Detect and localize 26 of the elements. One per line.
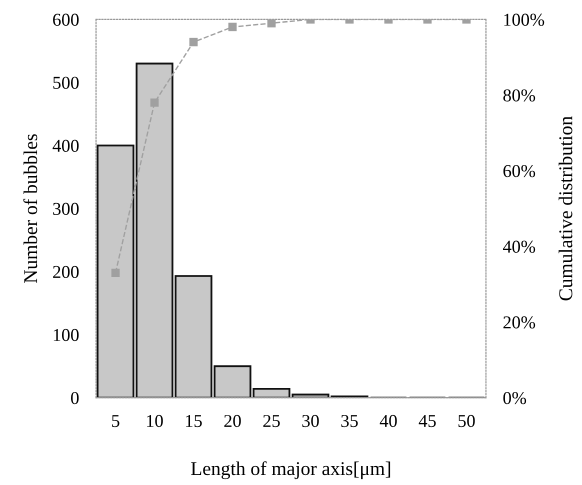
x-tick-label: 30 [302, 414, 319, 428]
x-tick-label: 5 [112, 415, 120, 428]
y-tick-label: 500 [53, 76, 79, 89]
y2-axis-title: Cumulative distribution [558, 116, 572, 300]
x-axis-title: Length of major axis[μm] [191, 461, 390, 480]
x-tick-label: 35 [341, 414, 358, 428]
y2-tick-label: 60% [503, 164, 536, 178]
y2-tick-label: 20% [503, 316, 536, 329]
y-tick-label: 200 [53, 266, 79, 278]
y2-tick-label: 40% [502, 240, 536, 253]
x-tick-label: 45 [418, 415, 436, 428]
x-tick-label: 20 [224, 414, 241, 428]
x-tick-label: 25 [263, 414, 280, 428]
y-tick-label: 100 [54, 328, 79, 342]
y2-tick-label: 0% [503, 392, 526, 404]
y2-tick-label: 100% [504, 14, 544, 26]
x-tick-label: 50 [458, 414, 475, 428]
y2-tick-label: 80% [503, 89, 536, 102]
y-tick-label: 400 [52, 140, 79, 152]
y-tick-label: 600 [53, 14, 79, 26]
y-tick-label: 300 [53, 202, 79, 215]
x-tick-label: 40 [380, 414, 397, 428]
y-axis-title: Number of bubbles [23, 134, 38, 284]
y-tick-label: 0 [71, 392, 79, 404]
x-tick-label: 10 [147, 414, 163, 428]
x-tick-label: 15 [186, 414, 202, 428]
